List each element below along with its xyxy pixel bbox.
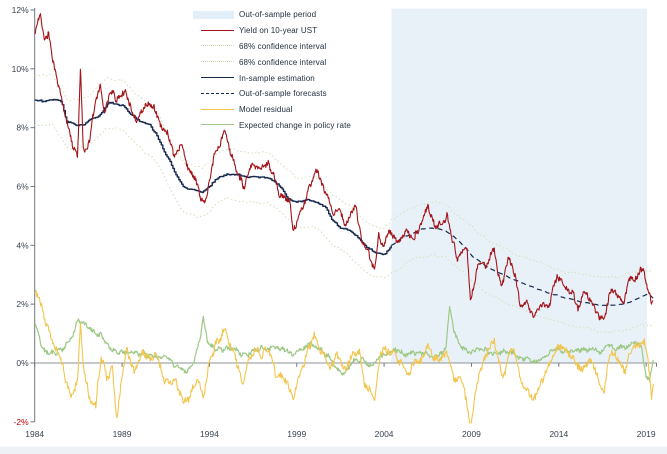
legend-item-label: Out-of-sample period bbox=[239, 10, 317, 20]
yield-on-10-year-ust-line bbox=[34, 13, 654, 321]
out-of-sample-forecasts-line bbox=[391, 227, 654, 307]
legend-item-label: In-sample estimation bbox=[239, 73, 315, 83]
yield-line-swatch bbox=[201, 26, 234, 36]
legend-item-label: Model residual bbox=[239, 105, 293, 115]
legend-item: Expected change in policy rate bbox=[201, 118, 351, 134]
legend-item-label: 68% confidence interval bbox=[239, 41, 327, 51]
x-tick-label: 2004 bbox=[375, 429, 394, 439]
y-tick-label: -2% bbox=[14, 417, 30, 427]
model-residual-line bbox=[34, 289, 655, 424]
out-of-sample-forecasts-swatch bbox=[201, 89, 234, 99]
chart-legend: Out-of-sample period Yield on 10-year US… bbox=[193, 7, 351, 134]
y-tick-label: 4% bbox=[16, 240, 29, 250]
bottom-strip bbox=[0, 446, 667, 454]
confidence-upper-line bbox=[34, 73, 654, 279]
x-tick-label: 2014 bbox=[549, 429, 568, 439]
confidence-interval-swatch bbox=[201, 41, 234, 51]
in-sample-estimation-swatch bbox=[201, 73, 234, 83]
x-tick-label: 2019 bbox=[637, 429, 656, 439]
x-tick-label: 2009 bbox=[462, 429, 481, 439]
out-of-sample-period-area bbox=[391, 8, 648, 363]
legend-item: Out-of-sample period bbox=[193, 7, 351, 23]
legend-item: In-sample estimation bbox=[201, 70, 351, 86]
x-tick-label: 1999 bbox=[287, 429, 306, 439]
y-tick-label: 10% bbox=[12, 64, 29, 74]
legend-item: 68% confidence interval bbox=[201, 54, 351, 70]
legend-item: Yield on 10-year UST bbox=[201, 23, 351, 39]
confidence-lower-line bbox=[34, 122, 654, 334]
model-residual-swatch bbox=[201, 105, 234, 115]
x-tick-label: 1994 bbox=[200, 429, 219, 439]
y-tick-label: 0% bbox=[16, 358, 29, 368]
chart-axes: 12% 10% 8% 6% 4% 2% 0% -2% 1984 1989 1994 1999 2004 2… bbox=[12, 5, 657, 439]
x-tick-label: 1989 bbox=[113, 429, 132, 439]
legend-item-label: Expected change in policy rate bbox=[239, 120, 351, 130]
confidence-interval-swatch bbox=[201, 57, 234, 67]
y-tick-label: 2% bbox=[16, 299, 29, 309]
policy-rate-swatch bbox=[201, 120, 234, 130]
x-tick-label: 1984 bbox=[25, 429, 44, 439]
legend-item-label: 68% confidence interval bbox=[239, 57, 327, 67]
legend-item-label: Out-of-sample forecasts bbox=[239, 89, 327, 99]
legend-item-label: Yield on 10-year UST bbox=[239, 26, 318, 36]
legend-item: Out-of-sample forecasts bbox=[201, 86, 351, 102]
y-tick-label: 12% bbox=[12, 5, 29, 15]
legend-item: Model residual bbox=[201, 102, 351, 118]
expected-change-in-policy-rate-line bbox=[34, 306, 655, 382]
out-of-sample-period-swatch bbox=[193, 10, 234, 20]
legend-item: 68% confidence interval bbox=[201, 39, 351, 55]
in-sample-estimation-line bbox=[34, 98, 392, 256]
chart-series bbox=[34, 13, 655, 424]
y-tick-label: 8% bbox=[16, 123, 29, 133]
y-tick-label: 6% bbox=[16, 181, 29, 191]
